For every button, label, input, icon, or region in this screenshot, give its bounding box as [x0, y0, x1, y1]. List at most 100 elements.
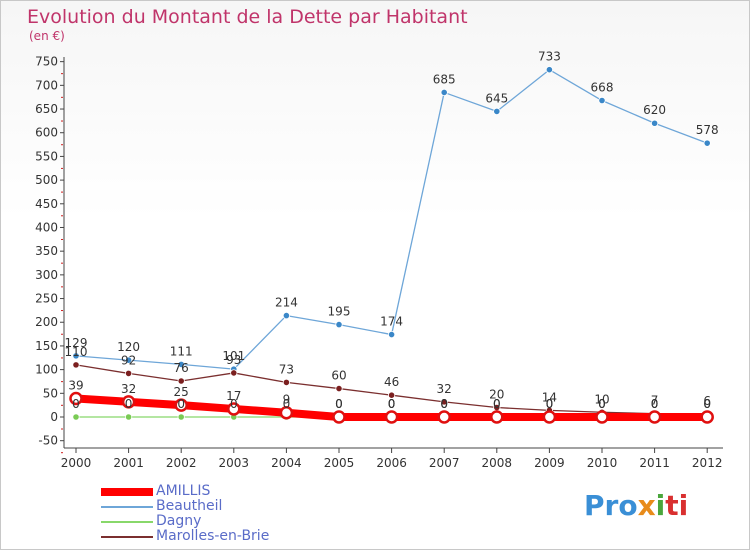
data-label: 0 — [283, 397, 291, 411]
data-label: 685 — [433, 72, 456, 86]
legend-swatch — [101, 505, 153, 508]
data-label: 93 — [226, 353, 241, 367]
y-tick-label: 150 — [35, 339, 58, 353]
x-tick-label: 2001 — [113, 456, 144, 470]
data-label: 0 — [598, 397, 606, 411]
data-label: 0 — [388, 397, 396, 411]
data-label: 0 — [546, 397, 554, 411]
data-label: 73 — [279, 362, 294, 376]
data-label: 14 — [542, 390, 557, 404]
data-label: 0 — [703, 397, 711, 411]
data-point — [598, 96, 606, 105]
data-label: 9 — [283, 393, 291, 407]
data-label: 0 — [493, 397, 501, 411]
data-label: 32 — [121, 382, 136, 396]
data-point — [703, 139, 711, 147]
data-point — [69, 391, 83, 406]
legend-swatch — [101, 487, 153, 496]
data-label: 0 — [177, 397, 185, 411]
data-point — [230, 369, 238, 377]
data-point — [177, 360, 185, 369]
data-point — [125, 413, 133, 421]
proxiti-logo: Proxiti — [584, 489, 689, 522]
axes: -500501001502002503003504004505005506006… — [35, 55, 723, 470]
y-tick-label: 700 — [35, 78, 58, 92]
x-tick-label: 2012 — [692, 456, 723, 470]
y-tick-label: 750 — [35, 55, 58, 69]
data-label: 6 — [703, 394, 711, 408]
data-label: 620 — [643, 103, 666, 117]
data-label: 111 — [170, 344, 193, 358]
data-label: 0 — [335, 397, 343, 411]
data-label: 120 — [117, 340, 140, 354]
legend-item: AMILLIS — [101, 484, 269, 499]
data-point — [493, 107, 501, 115]
x-tick-label: 2002 — [166, 456, 197, 470]
data-label: 733 — [538, 50, 561, 64]
data-label: 0 — [335, 397, 343, 411]
legend-item: Marolles-en-Brie — [101, 529, 269, 544]
data-label: 0 — [598, 397, 606, 411]
data-label: 195 — [328, 305, 351, 319]
data-label: 0 — [440, 397, 448, 411]
x-tick-label: 2000 — [61, 456, 92, 470]
y-tick-label: -50 — [38, 434, 58, 448]
data-point — [72, 361, 80, 369]
x-tick-label: 2007 — [429, 456, 460, 470]
data-label: 60 — [331, 369, 346, 383]
data-label: 578 — [696, 123, 719, 137]
series-lines — [69, 66, 714, 424]
y-tick-label: 250 — [35, 292, 58, 306]
y-tick-label: 400 — [35, 220, 58, 234]
data-label: 0 — [125, 397, 133, 411]
data-point — [125, 369, 133, 378]
data-point — [282, 312, 290, 320]
data-label: 20 — [489, 388, 504, 402]
data-point — [545, 66, 554, 74]
chart-unit-label: (en €) — [29, 29, 65, 43]
legend-swatch — [101, 535, 153, 538]
data-point — [437, 410, 451, 424]
data-label: 0 — [440, 397, 448, 411]
data-point — [335, 384, 343, 393]
data-point — [542, 410, 557, 424]
data-point — [282, 378, 290, 387]
data-point — [387, 330, 396, 339]
data-label: 46 — [384, 375, 399, 389]
y-tick-label: 200 — [35, 315, 58, 329]
data-label: 92 — [121, 353, 136, 367]
data-point — [332, 410, 346, 424]
data-point — [177, 377, 185, 385]
legend-label: Marolles-en-Brie — [156, 528, 270, 544]
data-point — [650, 119, 659, 127]
x-tick-label: 2003 — [219, 456, 250, 470]
data-label: 174 — [380, 315, 403, 329]
data-point — [125, 356, 133, 364]
data-label: 0 — [493, 397, 501, 411]
data-label: 0 — [230, 397, 238, 411]
y-tick-label: 0 — [50, 410, 58, 424]
data-label: 76 — [174, 361, 189, 375]
data-label: 25 — [174, 385, 189, 399]
data-point — [647, 410, 662, 424]
data-point — [384, 410, 399, 424]
data-point — [700, 410, 714, 424]
x-tick-label: 2008 — [482, 456, 513, 470]
y-tick-label: 500 — [35, 173, 58, 187]
x-tick-label: 2005 — [324, 456, 355, 470]
data-label: 7 — [651, 394, 659, 408]
legend-label: Beautheil — [156, 498, 223, 514]
y-tick-label: 600 — [35, 126, 58, 140]
data-label: 101 — [222, 349, 245, 363]
x-tick-label: 2009 — [534, 456, 565, 470]
data-point — [177, 413, 185, 421]
data-label: 668 — [591, 81, 614, 95]
data-point — [72, 352, 80, 360]
data-point — [279, 405, 294, 420]
y-tick-label: 350 — [35, 244, 58, 258]
data-label: 0 — [651, 397, 659, 411]
y-tick-label: 300 — [35, 268, 58, 282]
y-tick-label: 650 — [35, 102, 58, 116]
